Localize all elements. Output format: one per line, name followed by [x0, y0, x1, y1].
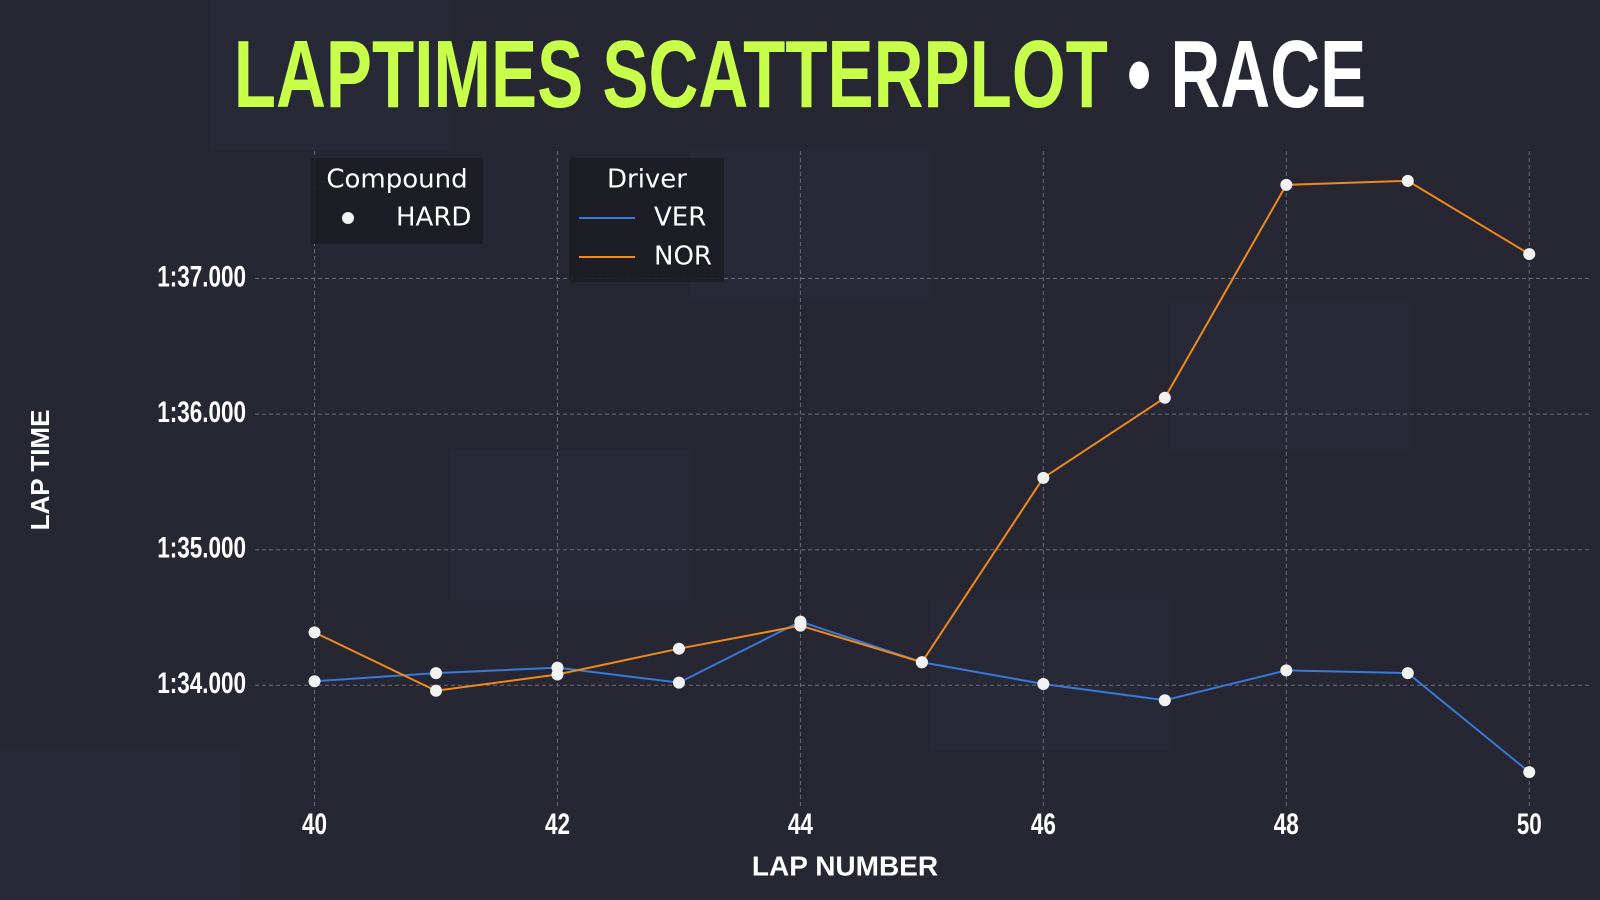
legend-marker: [342, 212, 354, 224]
x-tick-label: 40: [302, 807, 327, 841]
plot: [308, 174, 1536, 779]
lap-point: [1037, 471, 1050, 484]
lap-point: [308, 626, 321, 639]
legends: Compound HARD Driver VER NOR: [311, 158, 724, 282]
legend-title: Driver: [607, 165, 687, 195]
title-main: LAPTIMES SCATTERPLOT: [234, 20, 1108, 128]
lap-point: [1037, 677, 1050, 690]
title-separator: •: [1127, 20, 1151, 128]
lap-point: [1523, 248, 1536, 261]
lap-point: [672, 642, 685, 655]
y-tick-label: 1:34.000: [157, 666, 246, 700]
lap-point: [794, 619, 807, 632]
lap-point: [429, 684, 442, 697]
x-tick-label: 42: [545, 807, 570, 841]
lap-point: [1280, 664, 1293, 677]
y-tick-label: 1:36.000: [157, 395, 246, 429]
lap-point: [915, 656, 928, 669]
x-tick-label: 46: [1031, 807, 1056, 841]
lap-point: [1158, 391, 1171, 404]
legend-label: VER: [654, 203, 706, 233]
x-tick-label: 50: [1517, 807, 1542, 841]
lap-point: [672, 676, 685, 689]
lap-point: [308, 675, 321, 688]
background-pattern: [0, 0, 1410, 900]
y-axis-label: LAP TIME: [25, 410, 55, 531]
lap-point: [1401, 667, 1414, 680]
x-tick-label: 48: [1274, 807, 1299, 841]
lap-point: [551, 668, 564, 681]
title-race: RACE: [1170, 20, 1366, 128]
lap-point: [1523, 766, 1536, 779]
chart-title: LAPTIMES SCATTERPLOT • RACE: [234, 20, 1366, 128]
legend-box: [311, 158, 483, 244]
x-tick-label: 44: [788, 807, 813, 841]
legend-title: Compound: [326, 165, 467, 195]
grid: 40 42 44 46 48 50 1:34.000 1:35.000 1:36.000 1:37…: [157, 151, 1590, 841]
legend-label: HARD: [396, 203, 471, 233]
y-tick-label: 1:35.000: [157, 530, 246, 564]
lap-point: [1158, 694, 1171, 707]
x-axis-label: LAP NUMBER: [752, 850, 938, 881]
legend-box: [569, 158, 724, 282]
lap-point: [1280, 178, 1293, 191]
lap-point: [1401, 174, 1414, 187]
lap-point: [429, 667, 442, 680]
legend-label: NOR: [654, 242, 712, 272]
y-tick-label: 1:37.000: [157, 259, 246, 293]
